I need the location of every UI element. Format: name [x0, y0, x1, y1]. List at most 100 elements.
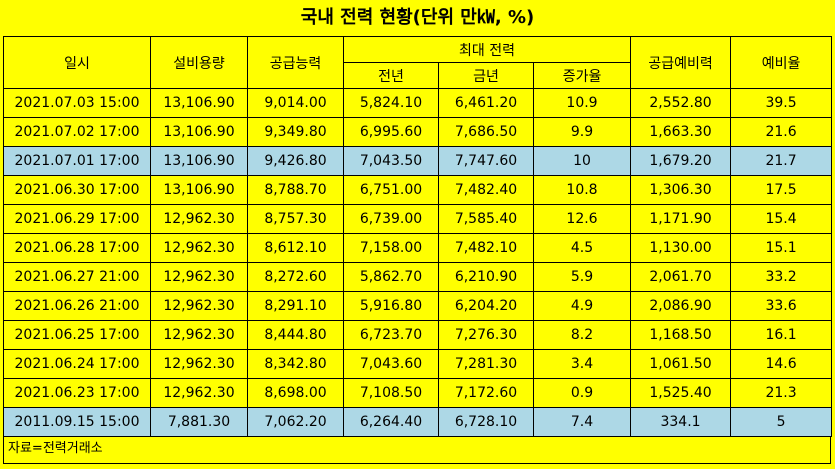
header-curr-year: 금년 — [438, 62, 534, 89]
cell-date: 2021.06.23 17:00 — [3, 378, 151, 408]
cell-growth: 3.4 — [532, 349, 632, 379]
cell-growth: 10.9 — [532, 88, 632, 118]
header-ratio: 예비율 — [730, 36, 833, 89]
source-note: 자료=전력거래소 — [3, 436, 831, 464]
cell-ratio: 15.1 — [730, 233, 833, 263]
table-row: 2021.07.01 17:00 13,106.90 9,426.80 7,043.5… — [3, 146, 833, 176]
cell-prev-year: 7,043.60 — [343, 349, 439, 379]
cell-date: 2021.06.27 21:00 — [3, 262, 151, 292]
cell-ratio: 21.3 — [730, 378, 833, 408]
cell-prev-year: 5,824.10 — [343, 88, 439, 118]
cell-growth: 8.2 — [532, 320, 632, 350]
cell-supply: 8,788.70 — [247, 175, 344, 205]
cell-curr-year: 7,276.30 — [438, 320, 534, 350]
table-row: 2021.06.28 17:00 12,962.30 8,612.10 7,158.0… — [3, 233, 833, 263]
cell-growth: 10.8 — [532, 175, 632, 205]
table-row: 2021.07.02 17:00 13,106.90 9,349.80 6,995.6… — [3, 117, 833, 147]
cell-ratio: 33.6 — [730, 291, 833, 321]
cell-reserve: 1,663.30 — [630, 117, 732, 147]
cell-reserve: 1,171.90 — [630, 204, 732, 234]
cell-prev-year: 5,916.80 — [343, 291, 439, 321]
cell-reserve: 1,168.50 — [630, 320, 732, 350]
cell-supply: 9,426.80 — [247, 146, 344, 176]
cell-supply: 8,272.60 — [247, 262, 344, 292]
cell-ratio: 16.1 — [730, 320, 833, 350]
cell-ratio: 17.5 — [730, 175, 833, 205]
cell-capacity: 12,962.30 — [150, 233, 248, 263]
cell-reserve: 2,552.80 — [630, 88, 732, 118]
cell-supply: 8,291.10 — [247, 291, 344, 321]
table-row: 2021.06.27 21:00 12,962.30 8,272.60 5,862.7… — [3, 262, 833, 292]
table-row: 2021.06.23 17:00 12,962.30 8,698.00 7,108.5… — [3, 378, 833, 408]
cell-date: 2021.06.30 17:00 — [3, 175, 151, 205]
cell-ratio: 39.5 — [730, 88, 833, 118]
cell-growth: 5.9 — [532, 262, 632, 292]
cell-supply: 8,444.80 — [247, 320, 344, 350]
cell-date: 2011.09.15 15:00 — [3, 407, 151, 437]
header-prev-year: 전년 — [343, 62, 439, 89]
table-row: 2021.06.30 17:00 13,106.90 8,788.70 6,751.0… — [3, 175, 833, 205]
cell-growth: 9.9 — [532, 117, 632, 147]
cell-capacity: 13,106.90 — [150, 88, 248, 118]
cell-date: 2021.06.26 21:00 — [3, 291, 151, 321]
table-row: 2021.06.24 17:00 12,962.30 8,342.80 7,043.6… — [3, 349, 833, 379]
cell-capacity: 7,881.30 — [150, 407, 248, 437]
header-supply: 공급능력 — [247, 36, 344, 89]
cell-prev-year: 7,108.50 — [343, 378, 439, 408]
cell-curr-year: 6,204.20 — [438, 291, 534, 321]
cell-capacity: 12,962.30 — [150, 291, 248, 321]
cell-curr-year: 6,210.90 — [438, 262, 534, 292]
cell-growth: 12.6 — [532, 204, 632, 234]
cell-curr-year: 7,686.50 — [438, 117, 534, 147]
cell-capacity: 12,962.30 — [150, 320, 248, 350]
cell-reserve: 1,525.40 — [630, 378, 732, 408]
cell-prev-year: 6,751.00 — [343, 175, 439, 205]
cell-capacity: 13,106.90 — [150, 175, 248, 205]
cell-supply: 8,698.00 — [247, 378, 344, 408]
table-row: 2021.06.25 17:00 12,962.30 8,444.80 6,723.7… — [3, 320, 833, 350]
cell-ratio: 14.6 — [730, 349, 833, 379]
cell-supply: 9,014.00 — [247, 88, 344, 118]
cell-ratio: 5 — [730, 407, 833, 437]
cell-supply: 7,062.20 — [247, 407, 344, 437]
table-row: 2011.09.15 15:00 7,881.30 7,062.20 6,264.40… — [3, 407, 833, 437]
header-capacity: 설비용량 — [150, 36, 248, 89]
cell-reserve: 1,130.00 — [630, 233, 732, 263]
cell-date: 2021.07.03 15:00 — [3, 88, 151, 118]
cell-prev-year: 6,995.60 — [343, 117, 439, 147]
cell-curr-year: 7,482.10 — [438, 233, 534, 263]
cell-growth: 4.5 — [532, 233, 632, 263]
cell-growth: 7.4 — [532, 407, 632, 437]
cell-growth: 10 — [532, 146, 632, 176]
cell-curr-year: 7,172.60 — [438, 378, 534, 408]
cell-capacity: 13,106.90 — [150, 146, 248, 176]
cell-capacity: 12,962.30 — [150, 262, 248, 292]
cell-reserve: 1,061.50 — [630, 349, 732, 379]
cell-capacity: 12,962.30 — [150, 204, 248, 234]
cell-date: 2021.06.25 17:00 — [3, 320, 151, 350]
cell-prev-year: 6,739.00 — [343, 204, 439, 234]
cell-reserve: 1,306.30 — [630, 175, 732, 205]
power-status-table: 일시 설비용량 공급능력 최대 전력 공급예비력 예비율 전년 금년 증가율 2… — [3, 36, 833, 437]
header-reserve: 공급예비력 — [630, 36, 732, 89]
cell-reserve: 2,086.90 — [630, 291, 732, 321]
cell-supply: 9,349.80 — [247, 117, 344, 147]
cell-date: 2021.07.02 17:00 — [3, 117, 151, 147]
cell-capacity: 12,962.30 — [150, 378, 248, 408]
table-body: 2021.07.03 15:00 13,106.90 9,014.00 5,824.1… — [3, 88, 833, 437]
cell-supply: 8,612.10 — [247, 233, 344, 263]
table-row: 2021.06.26 21:00 12,962.30 8,291.10 5,916.8… — [3, 291, 833, 321]
cell-date: 2021.06.24 17:00 — [3, 349, 151, 379]
cell-ratio: 33.2 — [730, 262, 833, 292]
cell-growth: 0.9 — [532, 378, 632, 408]
table-row: 2021.06.29 17:00 12,962.30 8,757.30 6,739.0… — [3, 204, 833, 234]
cell-supply: 8,342.80 — [247, 349, 344, 379]
header-max-power: 최대 전력 — [342, 36, 632, 63]
page-title: 국내 전력 현황(단위 만㎾, %) — [300, 7, 535, 28]
cell-reserve: 1,679.20 — [630, 146, 732, 176]
cell-curr-year: 7,747.60 — [438, 146, 534, 176]
cell-capacity: 13,106.90 — [150, 117, 248, 147]
cell-ratio: 21.7 — [730, 146, 833, 176]
cell-curr-year: 7,281.30 — [438, 349, 534, 379]
cell-growth: 4.9 — [532, 291, 632, 321]
